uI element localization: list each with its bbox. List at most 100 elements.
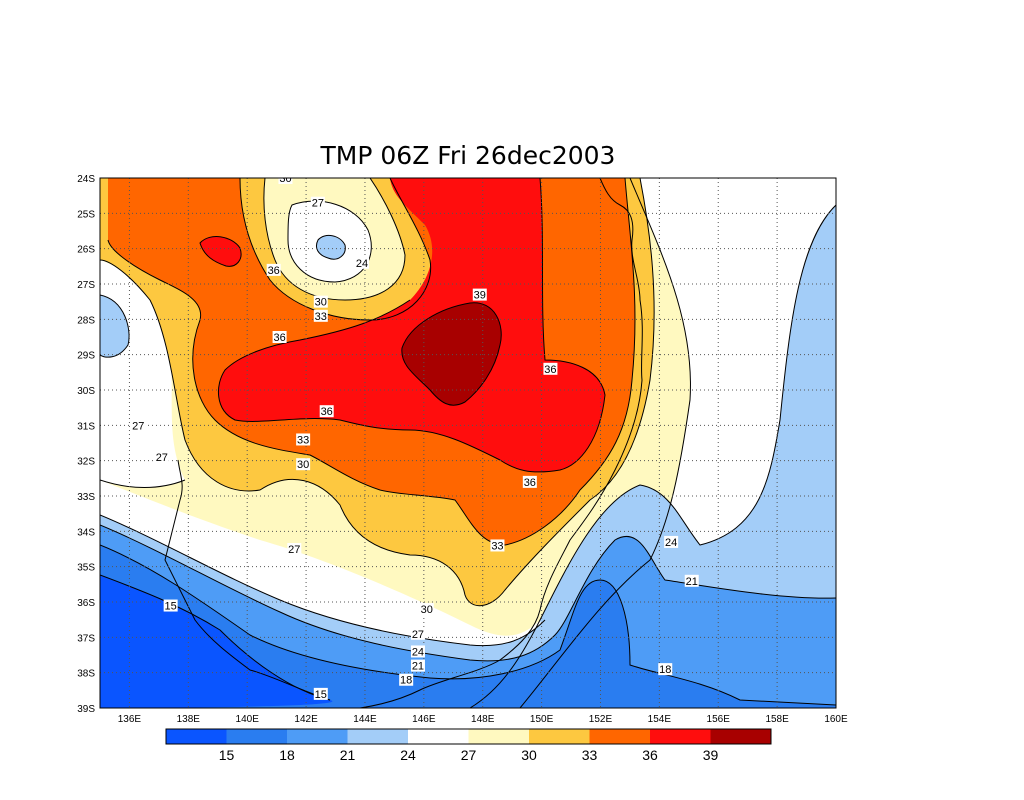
lon-tick-label: 154E [648,714,672,725]
lat-tick-label: 31S [77,421,95,432]
colorbar-label: 33 [582,747,598,763]
contour-label-bg [266,263,281,276]
contour-label-bg [296,433,311,446]
contour-label: 27 [154,451,169,464]
contour-label: 21 [410,659,425,673]
contour-label-text: 27 [132,420,144,432]
lat-tick-label: 25S [77,209,95,220]
longitude-tick-labels: 136E 138E 140E 142E 144E 146E 148E 150E 152E 154E… [118,714,848,725]
contour-label-text: 27 [288,544,300,556]
colorbar-label: 36 [642,747,658,763]
contour-label: 33 [313,309,328,323]
contour-label-bg [272,331,287,343]
latitude-tick-labels: 24S 25S 26S 27S 28S 29S 30S 31S 32S 33S 34S 35S 36S 3… [77,174,95,715]
lon-tick-label: 144E [353,714,377,725]
colorbar-swatch [287,729,348,744]
contour-label-bg [154,451,169,464]
contour-label-bg [296,458,311,471]
colorbar-label: 24 [400,747,416,763]
colorbar-swatch [710,729,771,744]
band-39 [218,178,605,472]
contour-label-text: 27 [312,198,324,210]
contour-label-bg [658,663,673,676]
contour-label: 36 [319,405,334,418]
contour-label-bg [522,475,537,488]
contour-label-text: 39 [474,290,486,302]
contour-label-text: 24 [412,646,424,658]
band-18-south [100,545,836,708]
colorbar-label: 30 [521,747,537,763]
contour-label-bg [278,178,293,184]
contour-label-text: 27 [412,629,424,641]
contour-label-bg [399,673,414,686]
lat-tick-label: 26S [77,245,95,256]
colorbar: 15 18 21 24 27 30 33 36 39 [165,728,772,763]
colorbar-label: 39 [703,747,719,763]
lat-tick-label: 37S [77,633,95,644]
contour-label-text: 33 [297,434,309,446]
contour-label-text: 36 [321,406,333,418]
contour-label-bg [319,405,334,418]
colorbar-swatch [166,729,227,744]
band-24-north [316,235,346,260]
contour-label-text: 30 [297,459,309,471]
contour-label: 30 [296,458,311,471]
colorbar-label: 18 [279,747,295,763]
lon-tick-label: 148E [471,714,495,725]
lon-tick-label: 142E [294,714,318,725]
colorbar-swatch [529,729,590,744]
contour-label-text: 18 [659,664,671,676]
band-24-east [470,205,836,708]
contour-label-bg [684,574,699,587]
colorbar-label: 27 [461,747,477,763]
colorbar-swatch [468,729,529,744]
lat-tick-label: 30S [77,386,95,397]
lat-tick-label: 34S [77,527,95,538]
lon-tick-label: 152E [589,714,613,725]
lon-tick-label: 156E [707,714,731,725]
band-42 [401,302,502,406]
contour-label-bg [313,309,328,322]
contour-label-text: 27 [156,452,168,464]
lat-tick-label: 29S [77,351,95,362]
contour-label: 27 [287,543,302,556]
lat-tick-label: 36S [77,598,95,609]
contour-label-bg [131,419,146,432]
lon-tick-label: 150E [530,714,554,725]
colorbar-swatch [408,729,469,744]
contour-label-text: 33 [315,311,327,323]
contour-label: 21 [684,574,699,588]
lat-tick-label: 38S [77,669,95,680]
contour-label-text: 21 [686,576,698,588]
contour-label-bg [313,295,328,308]
contour-label: 27 [310,196,325,210]
contour-label-text: 21 [412,661,424,673]
contour-label-text: 33 [491,540,503,552]
lat-tick-label: 24S [77,174,95,185]
contour-lines [100,178,836,708]
contour-label: 30 [419,603,434,616]
contour-label: 24 [355,256,370,270]
contour-label: 15 [313,687,328,701]
contour-label: 30 [313,295,328,309]
contour-label: 39 [472,288,487,302]
contour-label-text: 15 [315,689,327,701]
colorbar-swatch [650,729,711,744]
contour-label-bg [287,543,302,555]
contour-label-text: 36 [544,364,556,376]
colorbar-label: 21 [340,747,356,763]
contour-label-text: 18 [400,675,412,687]
contour-label: 36 [543,362,558,376]
contour-label: 18 [658,663,673,676]
lat-tick-label: 28S [77,315,95,326]
colorbar-frame [165,728,772,745]
contour-label-bg [310,196,325,209]
band-39-island [200,236,242,267]
contour-label-text: 24 [665,537,677,549]
contour-label-bg [664,535,679,548]
contour-label-bg [410,645,425,658]
contour-label-bg [163,599,178,612]
contour-label: 27 [410,627,425,641]
lon-tick-label: 146E [412,714,436,725]
